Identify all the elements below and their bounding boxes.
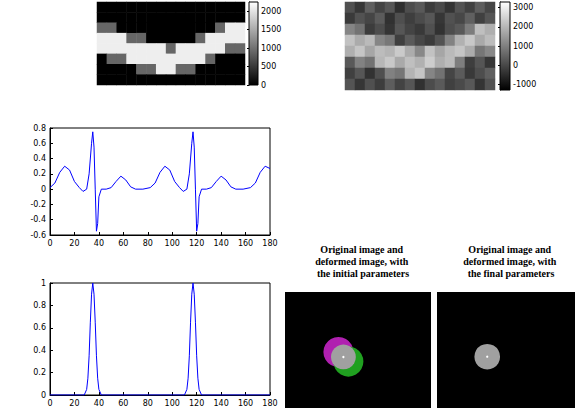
svg-text:1: 1 (41, 279, 46, 288)
svg-text:deformed image, with: deformed image, with (463, 256, 559, 267)
svg-text:3000: 3000 (513, 3, 533, 12)
svg-text:the final parameters: the final parameters (468, 268, 555, 279)
svg-text:500: 500 (261, 62, 276, 71)
svg-text:160: 160 (238, 399, 253, 408)
svg-text:80: 80 (143, 399, 153, 408)
svg-text:60: 60 (118, 399, 128, 408)
svg-text:deformed image, with: deformed image, with (315, 256, 411, 267)
svg-text:0.8: 0.8 (33, 301, 46, 310)
svg-text:40: 40 (94, 399, 104, 408)
svg-text:0: 0 (513, 61, 518, 70)
svg-text:the initial parameters: the initial parameters (317, 268, 409, 279)
svg-text:0: 0 (47, 239, 52, 248)
svg-text:140: 140 (213, 399, 228, 408)
svg-text:0.2: 0.2 (33, 368, 46, 377)
svg-text:-0.2: -0.2 (30, 200, 46, 209)
svg-text:-0.6: -0.6 (30, 231, 46, 240)
svg-text:100: 100 (165, 399, 180, 408)
svg-text:0.6: 0.6 (33, 323, 46, 332)
svg-text:180: 180 (262, 399, 277, 408)
svg-text:0.2: 0.2 (33, 169, 46, 178)
svg-text:2000: 2000 (513, 22, 533, 31)
svg-text:20: 20 (69, 399, 79, 408)
svg-text:0: 0 (47, 399, 52, 408)
svg-text:0.8: 0.8 (33, 124, 46, 133)
svg-text:100: 100 (165, 239, 180, 248)
svg-text:Original image and: Original image and (320, 244, 405, 255)
svg-text:0.4: 0.4 (33, 346, 46, 355)
svg-text:-0.4: -0.4 (30, 215, 46, 224)
svg-text:160: 160 (238, 239, 253, 248)
svg-text:1000: 1000 (261, 44, 281, 53)
svg-text:140: 140 (213, 239, 228, 248)
svg-text:1000: 1000 (513, 42, 533, 51)
svg-text:-1000: -1000 (513, 80, 536, 89)
svg-text:0: 0 (261, 81, 266, 90)
svg-text:120: 120 (189, 239, 204, 248)
svg-text:20: 20 (69, 239, 79, 248)
svg-text:1500: 1500 (261, 25, 281, 34)
svg-text:120: 120 (189, 399, 204, 408)
svg-text:60: 60 (118, 239, 128, 248)
svg-text:180: 180 (262, 239, 277, 248)
svg-text:0: 0 (41, 391, 46, 400)
svg-text:40: 40 (94, 239, 104, 248)
svg-text:Original image and: Original image and (468, 244, 553, 255)
svg-text:2000: 2000 (261, 7, 281, 16)
svg-text:0: 0 (41, 185, 46, 194)
svg-text:0.4: 0.4 (33, 154, 46, 163)
svg-text:80: 80 (143, 239, 153, 248)
svg-text:0.6: 0.6 (33, 139, 46, 148)
